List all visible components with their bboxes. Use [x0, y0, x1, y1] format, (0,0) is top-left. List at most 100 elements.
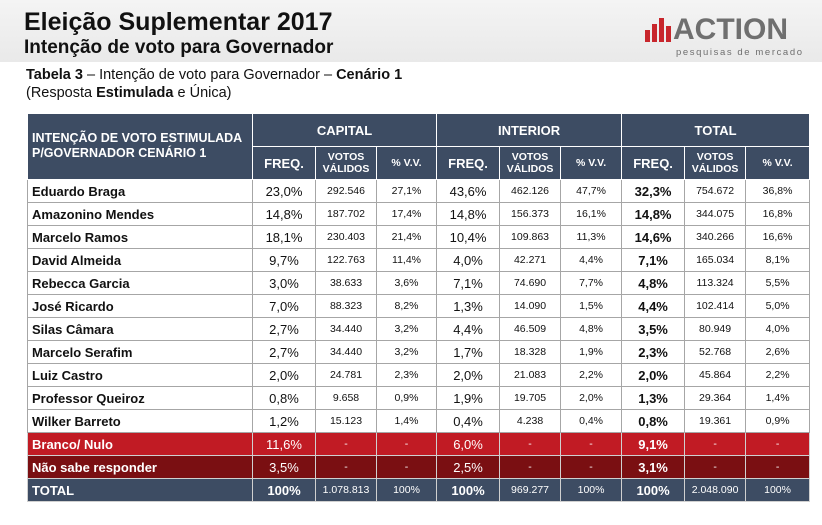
- interior-pct-cell: 4,8%: [560, 317, 623, 341]
- caption-note-end: e Única): [173, 85, 232, 101]
- capital-votos-cell: 34.440: [315, 317, 377, 341]
- capital-pct-cell: 2,3%: [375, 363, 438, 387]
- total-freq-cell: 14,6%: [621, 225, 686, 249]
- candidate-name: Marcelo Serafim: [27, 340, 253, 364]
- candidate-name: Amazonino Mendes: [27, 202, 253, 226]
- interior-freq-cell: 1,7%: [436, 340, 501, 364]
- total-votos-cell: 19.361: [684, 409, 747, 433]
- capital-freq-cell: 14,8%: [252, 202, 316, 226]
- table-row: Marcelo Ramos 18,1% 230.403 21,4% 10,4% 109.8…: [27, 225, 811, 249]
- total-freq-cell: 2,0%: [621, 363, 686, 387]
- capital-freq-cell: 3,5%: [252, 455, 316, 479]
- interior-freq-cell: 1,3%: [436, 294, 501, 318]
- total-votos-cell: 52.768: [684, 340, 747, 364]
- interior-pct-cell: -: [560, 432, 623, 456]
- table-row: Rebecca Garcia 3,0% 38.633 3,6% 7,1% 74.690 7,…: [27, 271, 811, 295]
- col-header-votos: VOTOS VÁLIDOS: [499, 146, 562, 180]
- table-caption: Tabela 3 – Intenção de voto para Governa…: [26, 67, 402, 83]
- interior-votos-cell: 14.090: [499, 294, 562, 318]
- total-freq-cell: 100%: [621, 478, 686, 502]
- capital-freq-cell: 2,0%: [252, 363, 316, 387]
- interior-votos-cell: 46.509: [499, 317, 562, 341]
- total-freq-cell: 3,5%: [621, 317, 686, 341]
- candidate-name: Branco/ Nulo: [27, 432, 253, 456]
- capital-freq-cell: 0,8%: [252, 386, 316, 410]
- group-header-total: TOTAL: [621, 113, 811, 147]
- capital-votos-cell: 24.781: [315, 363, 377, 387]
- interior-votos-cell: -: [499, 432, 562, 456]
- page-subtitle: Intenção de voto para Governador: [24, 37, 334, 58]
- total-freq-cell: 3,1%: [621, 455, 686, 479]
- total-pct-cell: 0,9%: [745, 409, 811, 433]
- table-label: Tabela 3: [26, 67, 83, 83]
- action-logo: ACTION pesquisas de mercado: [645, 12, 805, 62]
- total-pct-cell: -: [745, 432, 811, 456]
- header-band: [0, 0, 822, 62]
- col-header-freq: FREQ.: [252, 146, 316, 180]
- total-freq-cell: 7,1%: [621, 248, 686, 272]
- interior-pct-cell: 0,4%: [560, 409, 623, 433]
- total-freq-cell: 4,8%: [621, 271, 686, 295]
- group-header-capital: CAPITAL: [251, 113, 438, 147]
- col-header-pct-vv: % V.V.: [745, 146, 811, 180]
- interior-pct-cell: -: [560, 455, 623, 479]
- nao-sabe-row: Não sabe responder 3,5% - -2,5% - -3,1% - -: [27, 455, 811, 479]
- total-pct-cell: 36,8%: [745, 179, 811, 203]
- caption-note-bold: Estimulada: [96, 85, 174, 101]
- interior-votos-cell: 74.690: [499, 271, 562, 295]
- interior-votos-cell: 109.863: [499, 225, 562, 249]
- interior-votos-cell: 42.271: [499, 248, 562, 272]
- col-header-votos: VOTOS VÁLIDOS: [684, 146, 747, 180]
- capital-votos-cell: 15.123: [315, 409, 377, 433]
- capital-pct-cell: 27,1%: [375, 179, 438, 203]
- capital-freq-cell: 9,7%: [252, 248, 316, 272]
- capital-pct-cell: 3,6%: [375, 271, 438, 295]
- total-pct-cell: 16,6%: [745, 225, 811, 249]
- total-pct-cell: 100%: [745, 478, 811, 502]
- bar-chart-icon: [645, 18, 671, 42]
- candidate-name: José Ricardo: [27, 294, 253, 318]
- interior-freq-cell: 14,8%: [436, 202, 501, 226]
- caption-note-start: (Resposta: [26, 85, 97, 101]
- interior-freq-cell: 10,4%: [436, 225, 501, 249]
- capital-freq-cell: 7,0%: [252, 294, 316, 318]
- capital-pct-cell: 0,9%: [375, 386, 438, 410]
- corner-header: INTENÇÃO DE VOTO ESTIMULADA P/GOVERNADOR…: [27, 113, 253, 180]
- capital-freq-cell: 11,6%: [252, 432, 316, 456]
- capital-pct-cell: 1,4%: [375, 409, 438, 433]
- capital-freq-cell: 23,0%: [252, 179, 316, 203]
- capital-pct-cell: 3,2%: [375, 340, 438, 364]
- col-header-votos: VOTOS VÁLIDOS: [315, 146, 377, 180]
- interior-freq-cell: 0,4%: [436, 409, 501, 433]
- interior-pct-cell: 100%: [560, 478, 623, 502]
- table-row: Professor Queiroz 0,8% 9.658 0,9% 1,9% 19.705…: [27, 386, 811, 410]
- interior-votos-cell: 462.126: [499, 179, 562, 203]
- table-row: Luiz Castro 2,0% 24.781 2,3% 2,0% 21.083 2,2% 2…: [27, 363, 811, 387]
- page-title: Eleição Suplementar 2017: [24, 8, 333, 36]
- capital-votos-cell: 38.633: [315, 271, 377, 295]
- total-pct-cell: 5,0%: [745, 294, 811, 318]
- total-freq-cell: 2,3%: [621, 340, 686, 364]
- capital-pct-cell: 8,2%: [375, 294, 438, 318]
- scenario-label: Cenário 1: [336, 67, 403, 83]
- capital-pct-cell: 17,4%: [375, 202, 438, 226]
- col-header-freq: FREQ.: [436, 146, 501, 180]
- total-pct-cell: 5,5%: [745, 271, 811, 295]
- table-row: Marcelo Serafim 2,7% 34.440 3,2% 1,7% 18.328 1…: [27, 340, 811, 364]
- candidate-name: Silas Câmara: [27, 317, 253, 341]
- total-freq-cell: 14,8%: [621, 202, 686, 226]
- interior-pct-cell: 1,9%: [560, 340, 623, 364]
- candidate-name: Eduardo Braga: [27, 179, 253, 203]
- total-votos-cell: -: [684, 432, 747, 456]
- interior-pct-cell: 47,7%: [560, 179, 623, 203]
- capital-votos-cell: 34.440: [315, 340, 377, 364]
- total-pct-cell: 2,2%: [745, 363, 811, 387]
- table-row: David Almeida 9,7% 122.763 11,4% 4,0% 42.271 4…: [27, 248, 811, 272]
- total-pct-cell: 2,6%: [745, 340, 811, 364]
- total-votos-cell: 29.364: [684, 386, 747, 410]
- capital-votos-cell: -: [315, 455, 377, 479]
- capital-freq-cell: 100%: [252, 478, 316, 502]
- interior-votos-cell: 18.328: [499, 340, 562, 364]
- total-freq-cell: 32,3%: [621, 179, 686, 203]
- col-header-freq: FREQ.: [621, 146, 686, 180]
